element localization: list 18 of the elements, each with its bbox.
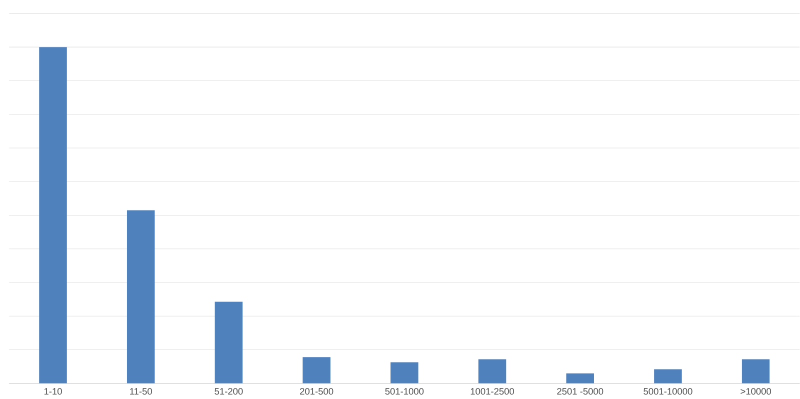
bar [390,362,418,384]
x-tick-label: 5001-10000 [644,388,692,395]
bar [478,359,506,384]
x-tick-label: 51-200 [214,388,243,395]
x-tick-label: 1001-2500 [470,388,514,395]
bar [654,369,682,384]
bar [302,357,330,384]
x-tick-label: 11-50 [130,388,152,395]
bar [742,359,770,384]
bar [214,302,243,384]
x-tick-label: 1-10 [44,388,62,395]
bar [39,47,67,384]
x-tick-label: 201-500 [300,388,334,395]
bar [126,210,155,384]
x-tick-label: >10000 [740,388,772,395]
x-tick-label: 501-1000 [385,388,424,395]
x-tick-label: 2501 -5000 [557,388,604,395]
bar [566,373,594,384]
